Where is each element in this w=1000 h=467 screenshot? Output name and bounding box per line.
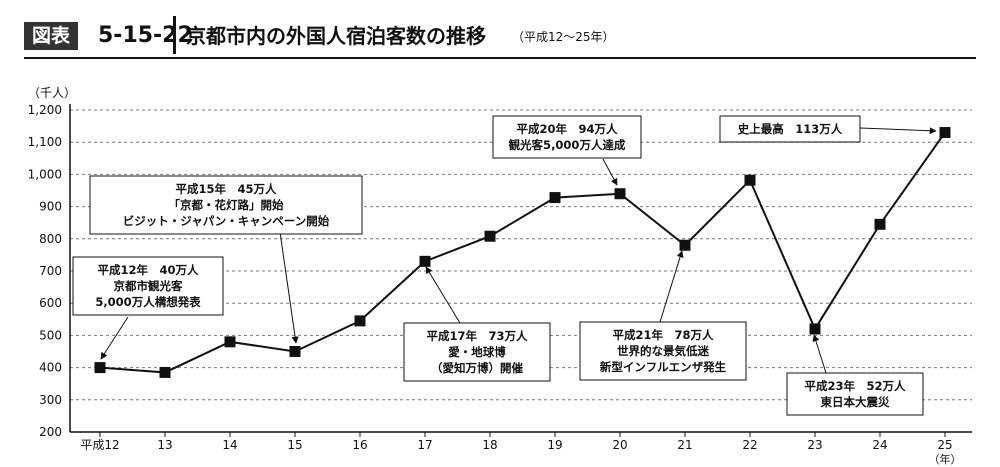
data-point bbox=[289, 346, 301, 357]
annotation-box bbox=[89, 175, 363, 235]
data-point bbox=[484, 230, 496, 242]
x-tick-label: 25 bbox=[937, 438, 952, 452]
annotation-text: （愛知万博）開催 bbox=[431, 361, 523, 375]
x-tick-label: 20 bbox=[612, 438, 627, 452]
series-line bbox=[99, 131, 946, 374]
x-tick-label: 17 bbox=[417, 438, 432, 452]
y-tick-label: 900 bbox=[39, 200, 62, 214]
data-point bbox=[809, 323, 821, 335]
annotation-box bbox=[786, 372, 924, 416]
x-tick-label: 24 bbox=[872, 438, 887, 452]
annotation-text: ビジット・ジャパン・キャンペーン開始 bbox=[123, 214, 330, 228]
header-divider bbox=[173, 16, 176, 54]
annotation-arrow bbox=[602, 158, 618, 186]
figure-badge: 図表 bbox=[24, 22, 79, 50]
annotation-text: 5,000万人構想発表 bbox=[95, 295, 201, 309]
annotation-arrow bbox=[859, 127, 937, 135]
x-tick-label: 13 bbox=[157, 438, 172, 452]
y-tick-label: 1,200 bbox=[28, 103, 62, 117]
chart-subtitle: （平成12～25年） bbox=[512, 30, 615, 44]
y-tick-label: 700 bbox=[39, 264, 62, 278]
data-point bbox=[94, 362, 106, 374]
annotation-box bbox=[403, 322, 551, 382]
annotation-text: 史上最高 113万人 bbox=[738, 122, 843, 136]
annotation-arrow bbox=[425, 266, 461, 324]
annotation-text: 愛・地球博 bbox=[448, 345, 506, 359]
data-point bbox=[679, 239, 691, 251]
data-point bbox=[874, 218, 886, 230]
y-tick-label: 1,100 bbox=[28, 135, 62, 149]
header-rule bbox=[24, 57, 976, 59]
data-point bbox=[159, 366, 171, 378]
data-point bbox=[939, 127, 951, 139]
annotation-arrow bbox=[279, 231, 299, 344]
annotation-callout: 史上最高 113万人 bbox=[719, 115, 937, 143]
annotation-arrow bbox=[100, 316, 129, 360]
annotation-box bbox=[579, 321, 747, 381]
annotation-text: 東日本大震災 bbox=[821, 395, 890, 409]
x-tick-label: 14 bbox=[222, 438, 237, 452]
x-tick-label: 19 bbox=[547, 438, 562, 452]
annotation-arrow bbox=[659, 250, 684, 323]
x-tick-label: 16 bbox=[352, 438, 367, 452]
annotation-text: 新型インフルエンザ発生 bbox=[600, 360, 727, 374]
y-tick-label: 800 bbox=[39, 232, 62, 246]
x-tick-label: 23 bbox=[807, 438, 822, 452]
annotation-box bbox=[492, 115, 642, 159]
data-point bbox=[744, 174, 756, 186]
y-tick-label: 400 bbox=[39, 361, 62, 375]
x-tick-label: 平成12 bbox=[80, 438, 119, 452]
annotation-box bbox=[72, 256, 224, 316]
annotation-arrow bbox=[812, 334, 827, 374]
data-series bbox=[94, 127, 951, 378]
y-tick-label: 600 bbox=[39, 296, 62, 310]
x-tick-label: 21 bbox=[677, 438, 692, 452]
data-point bbox=[549, 192, 561, 204]
annotation-text: 平成23年 52万人 bbox=[804, 379, 906, 393]
data-point bbox=[354, 315, 366, 327]
axes: 200 300 400 500 600 700 800 900 1,000 1,100 1,200 （… bbox=[28, 86, 972, 466]
x-tick-label: 18 bbox=[482, 438, 497, 452]
x-unit-label: （年） bbox=[929, 452, 962, 466]
y-tick-label: 200 bbox=[39, 425, 62, 439]
annotation-box bbox=[719, 115, 861, 143]
annotation-text: 「京都・花灯路」開始 bbox=[169, 198, 284, 212]
annotation-text: 平成17年 73万人 bbox=[426, 329, 528, 343]
annotation-text: 京都市観光客 bbox=[114, 279, 183, 293]
annotation-text: 世界的な景気低迷 bbox=[617, 344, 709, 358]
y-unit-label: （千人） bbox=[28, 86, 76, 100]
annotation-text: 平成12年 40万人 bbox=[97, 263, 199, 277]
y-tick-label: 300 bbox=[39, 393, 62, 407]
y-tick-label: 500 bbox=[39, 328, 62, 342]
y-tick-label: 1,000 bbox=[28, 167, 62, 181]
chart-title: 京都市内の外国人宿泊客数の推移 bbox=[186, 24, 486, 48]
figure-number: 5-15-22 bbox=[98, 23, 193, 48]
figure-header: 図表 5-15-22 京都市内の外国人宿泊客数の推移 （平成12～25年） bbox=[0, 0, 1000, 62]
annotation-text: 平成15年 45万人 bbox=[175, 182, 277, 196]
annotation-text: 平成21年 78万人 bbox=[612, 328, 714, 342]
data-point bbox=[614, 188, 626, 200]
data-point bbox=[419, 255, 431, 267]
annotation-text: 観光客5,000万人達成 bbox=[509, 138, 626, 152]
x-tick-label: 22 bbox=[742, 438, 757, 452]
annotation-text: 平成20年 94万人 bbox=[516, 122, 618, 136]
data-point bbox=[224, 336, 236, 348]
x-tick-label: 15 bbox=[287, 438, 302, 452]
